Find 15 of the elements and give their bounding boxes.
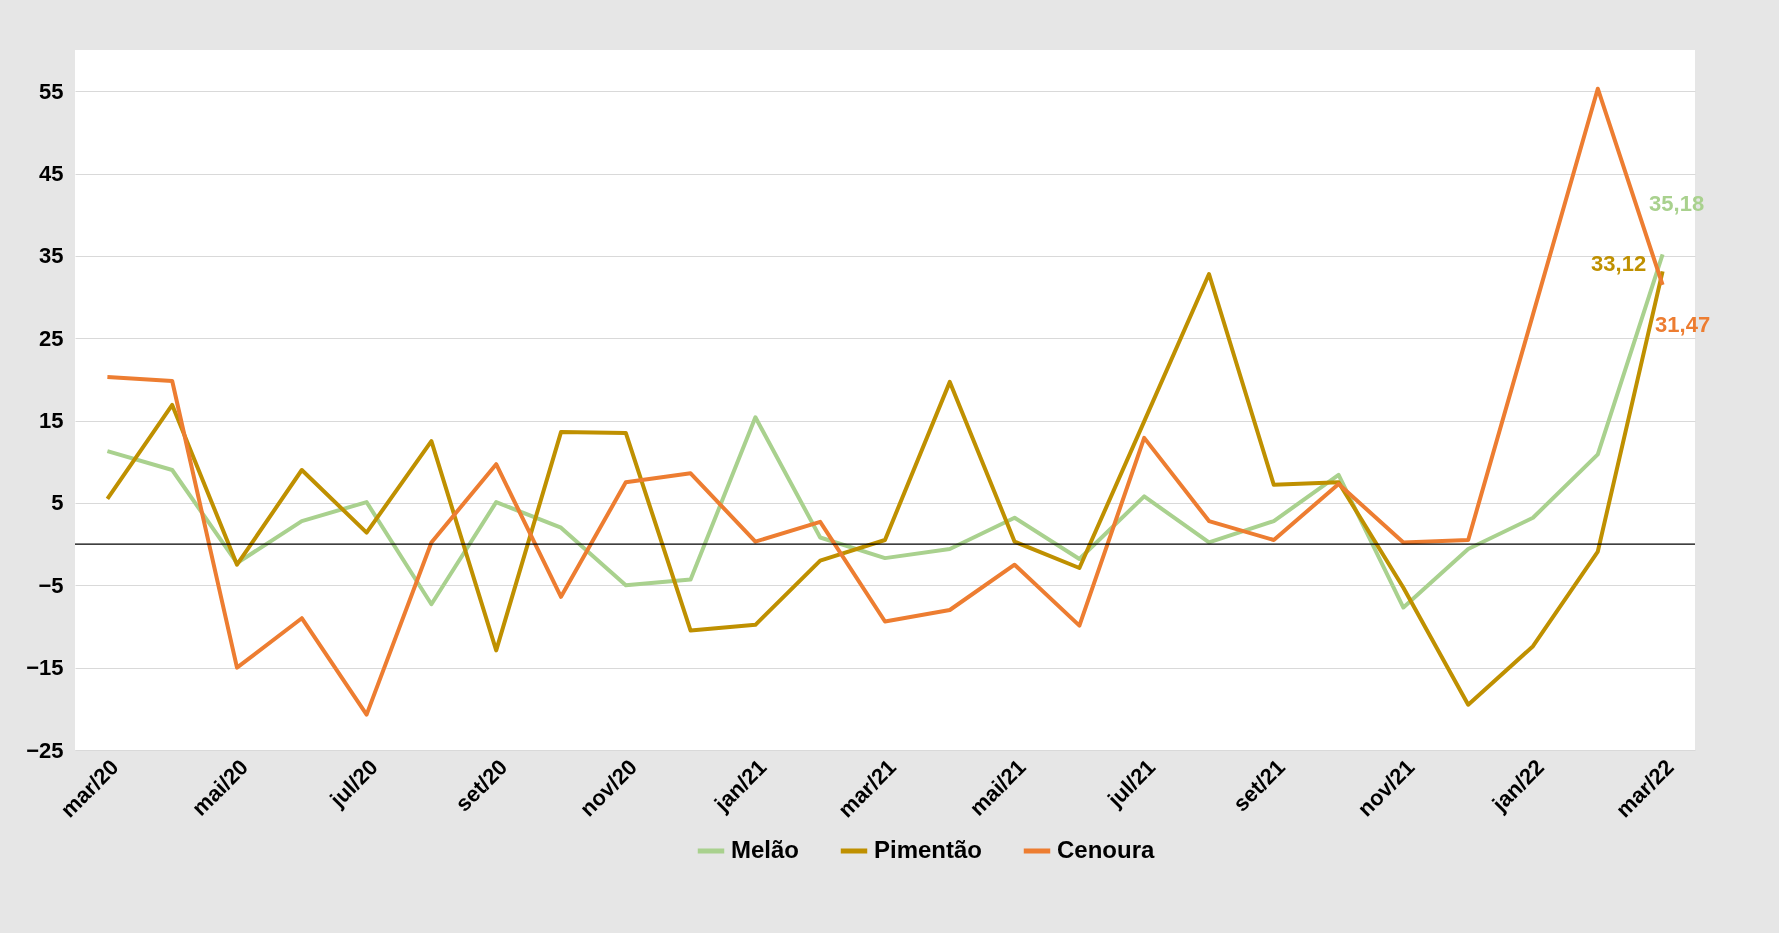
y-tick-label: −5: [38, 572, 64, 598]
y-tick-label: 15: [39, 408, 64, 434]
data-label: 33,12: [1591, 251, 1647, 277]
y-tick-label: 45: [39, 161, 64, 187]
y-tick-label: 25: [39, 325, 64, 351]
data-label: 35,18: [1649, 191, 1705, 217]
legend-label: Pimentão: [874, 836, 983, 863]
y-tick-label: 5: [51, 490, 64, 516]
legend-label: Cenoura: [1057, 836, 1155, 863]
y-tick-label: 35: [39, 243, 64, 269]
y-tick-label: −15: [26, 655, 64, 681]
y-tick-label: 55: [39, 78, 64, 104]
legend-label: Melão: [731, 836, 800, 863]
y-tick-label: −25: [26, 737, 64, 763]
data-label: 31,47: [1655, 311, 1711, 337]
